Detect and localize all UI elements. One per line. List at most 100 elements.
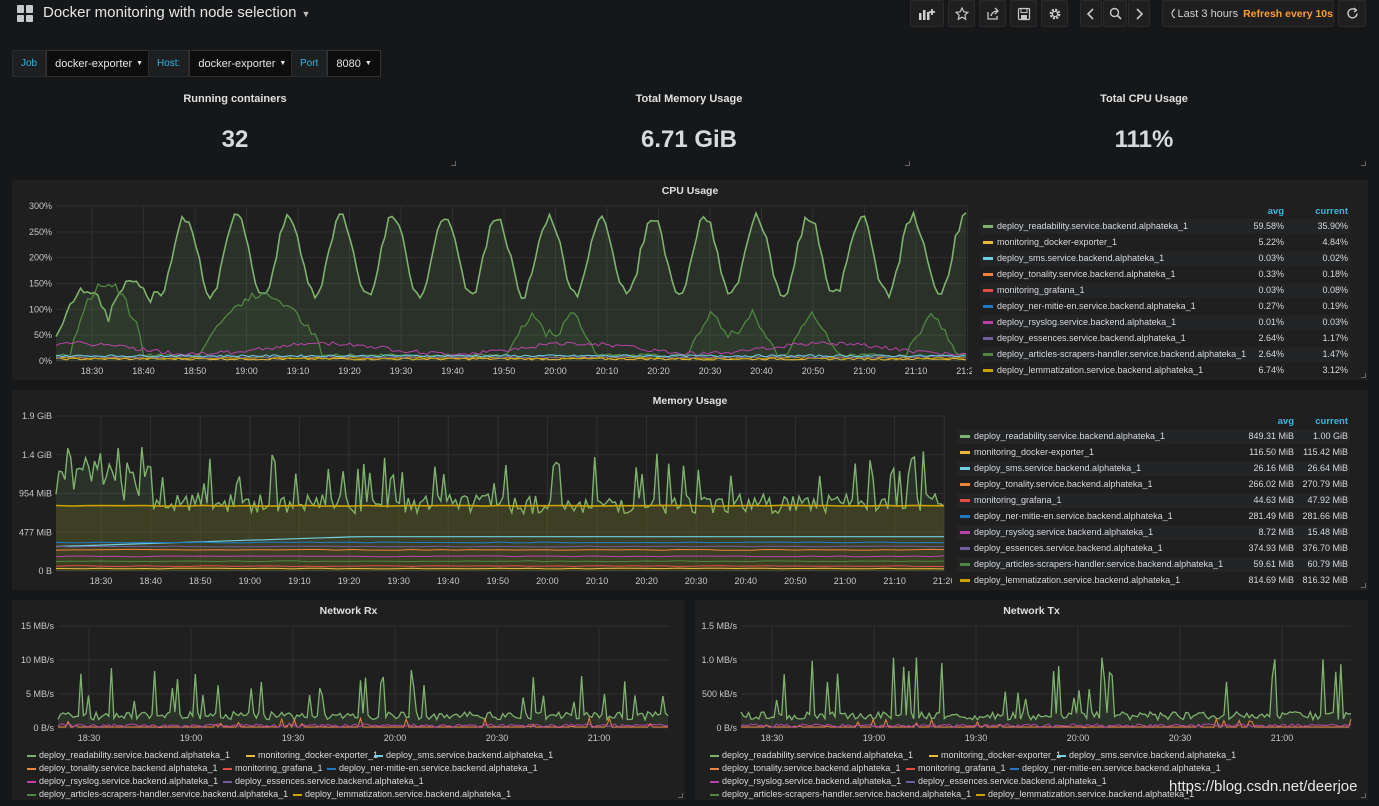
- legend-row[interactable]: deploy_articles-scrapers-handler.service…: [980, 347, 1350, 362]
- legend-item[interactable]: deploy_tonality.service.backend.alphatek…: [710, 763, 900, 773]
- legend-current-header[interactable]: current: [1315, 206, 1348, 217]
- legend-row[interactable]: monitoring_grafana_1 0.03% 0.08%: [980, 283, 1350, 298]
- legend-series-name[interactable]: deploy_lemmatization.service.backend.alp…: [974, 575, 1181, 585]
- resize-handle[interactable]: [1361, 161, 1366, 166]
- legend-item[interactable]: deploy_ner-mitie-en.service.backend.alph…: [1010, 763, 1221, 773]
- dashboard-title[interactable]: Docker monitoring with node selection ▼: [43, 4, 310, 21]
- panel-title[interactable]: Network Tx: [1003, 605, 1060, 617]
- legend-color-swatch[interactable]: [983, 337, 993, 340]
- legend-series-name[interactable]: deploy_lemmatization.service.backend.alp…: [997, 365, 1204, 375]
- legend-series-name[interactable]: deploy_sms.service.backend.alphateka_1: [997, 253, 1165, 263]
- panel-title[interactable]: Memory Usage: [652, 395, 728, 407]
- legend-color-swatch[interactable]: [960, 435, 970, 438]
- legend-row[interactable]: monitoring_grafana_1 44.63 MiB 47.92 MiB: [957, 493, 1350, 508]
- legend-color-swatch[interactable]: [983, 225, 993, 228]
- resize-handle[interactable]: [905, 161, 910, 166]
- legend-row[interactable]: deploy_lemmatization.service.backend.alp…: [957, 573, 1350, 588]
- grid-icon[interactable]: [17, 5, 34, 22]
- legend-series-name[interactable]: deploy_essences.service.backend.alphatek…: [974, 543, 1163, 553]
- memory-usage-chart[interactable]: 0 B 477 MiB 954 MiB 1.4 GiB 1.9 GiB 18:30 18:4…: [12, 390, 952, 590]
- legend-color-swatch[interactable]: [960, 499, 970, 502]
- legend-series-name[interactable]: monitoring_grafana_1: [997, 285, 1085, 295]
- legend-series-name[interactable]: monitoring_docker-exporter_1: [997, 237, 1118, 247]
- legend-row[interactable]: deploy_rsyslog.service.backend.alphateka…: [980, 315, 1350, 330]
- variable-port-select[interactable]: 8080 ▼: [327, 50, 381, 77]
- share-button[interactable]: [979, 0, 1006, 27]
- legend-series-name[interactable]: deploy_tonality.service.backend.alphatek…: [997, 269, 1176, 279]
- legend-color-swatch[interactable]: [983, 305, 993, 308]
- legend-avg-header[interactable]: avg: [1267, 206, 1284, 217]
- legend-row[interactable]: deploy_lemmatization.service.backend.alp…: [980, 363, 1350, 378]
- legend-item[interactable]: deploy_sms.service.backend.alphateka_1: [374, 750, 553, 760]
- legend-color-swatch[interactable]: [983, 257, 993, 260]
- resize-handle[interactable]: [678, 793, 683, 798]
- legend-item[interactable]: deploy_readability.service.backend.alpha…: [27, 750, 230, 760]
- network-rx-chart[interactable]: 0 B/s 5 MB/s 10 MB/s 15 MB/s 18:30 19:00 19:30…: [12, 600, 685, 748]
- legend-color-swatch[interactable]: [960, 483, 970, 486]
- legend-item[interactable]: monitoring_grafana_1: [223, 763, 323, 773]
- legend-color-swatch[interactable]: [960, 531, 970, 534]
- variable-job-select[interactable]: docker-exporter ▼: [46, 50, 153, 77]
- legend-item[interactable]: deploy_articles-scrapers-handler.service…: [710, 789, 971, 799]
- add-panel-button[interactable]: [910, 0, 944, 27]
- legend-color-swatch[interactable]: [983, 273, 993, 276]
- legend-series-name[interactable]: deploy_readability.service.backend.alpha…: [974, 431, 1165, 441]
- legend-row[interactable]: deploy_essences.service.backend.alphatek…: [957, 541, 1350, 556]
- legend-row[interactable]: deploy_essences.service.backend.alphatek…: [980, 331, 1350, 346]
- legend-row[interactable]: deploy_ner-mitie-en.service.backend.alph…: [980, 299, 1350, 314]
- time-picker-button[interactable]: Last 3 hours Refresh every 10s: [1162, 0, 1334, 27]
- legend-row[interactable]: monitoring_docker-exporter_1 5.22% 4.84%: [980, 235, 1350, 250]
- legend-item[interactable]: deploy_rsyslog.service.backend.alphateka…: [710, 776, 901, 786]
- legend-color-swatch[interactable]: [960, 547, 970, 550]
- legend-item[interactable]: deploy_articles-scrapers-handler.service…: [27, 789, 288, 799]
- legend-item[interactable]: deploy_readability.service.backend.alpha…: [710, 750, 913, 760]
- legend-series-name[interactable]: deploy_articles-scrapers-handler.service…: [997, 349, 1247, 359]
- legend-series-name[interactable]: deploy_articles-scrapers-handler.service…: [974, 559, 1224, 569]
- refresh-button[interactable]: [1338, 0, 1366, 27]
- legend-row[interactable]: deploy_articles-scrapers-handler.service…: [957, 557, 1350, 572]
- zoom-out-button[interactable]: [1103, 0, 1127, 27]
- legend-row[interactable]: deploy_tonality.service.backend.alphatek…: [957, 477, 1350, 492]
- panel-title[interactable]: Network Rx: [319, 605, 378, 617]
- legend-series-name[interactable]: deploy_ner-mitie-en.service.backend.alph…: [997, 301, 1196, 311]
- resize-handle[interactable]: [1361, 793, 1366, 798]
- legend-color-swatch[interactable]: [960, 451, 970, 454]
- panel-title[interactable]: CPU Usage: [661, 185, 719, 197]
- time-forward-button[interactable]: [1128, 0, 1150, 27]
- resize-handle[interactable]: [1361, 373, 1366, 378]
- legend-color-swatch[interactable]: [983, 353, 993, 356]
- legend-item[interactable]: deploy_lemmatization.service.backend.alp…: [293, 789, 511, 799]
- legend-item[interactable]: deploy_lemmatization.service.backend.alp…: [976, 789, 1194, 799]
- legend-current-header[interactable]: current: [1315, 416, 1348, 427]
- legend-row[interactable]: deploy_sms.service.backend.alphateka_1 0.…: [980, 251, 1350, 266]
- legend-series-name[interactable]: deploy_readability.service.backend.alpha…: [997, 221, 1188, 231]
- legend-color-swatch[interactable]: [960, 579, 970, 582]
- legend-item[interactable]: deploy_sms.service.backend.alphateka_1: [1057, 750, 1236, 760]
- legend-series-name[interactable]: monitoring_docker-exporter_1: [974, 447, 1095, 457]
- legend-color-swatch[interactable]: [983, 289, 993, 292]
- resize-handle[interactable]: [451, 161, 456, 166]
- resize-handle[interactable]: [1361, 583, 1366, 588]
- legend-series-name[interactable]: deploy_rsyslog.service.backend.alphateka…: [997, 317, 1177, 327]
- legend-row[interactable]: monitoring_docker-exporter_1 116.50 MiB 11…: [957, 445, 1350, 460]
- legend-row[interactable]: deploy_sms.service.backend.alphateka_1 26…: [957, 461, 1350, 476]
- time-back-button[interactable]: [1080, 0, 1102, 27]
- cpu-usage-chart[interactable]: 0% 50% 100% 150% 200% 250% 300% 18:30 18:40 18:50…: [12, 180, 972, 380]
- legend-series-name[interactable]: deploy_essences.service.backend.alphatek…: [997, 333, 1186, 343]
- legend-series-name[interactable]: monitoring_grafana_1: [974, 495, 1062, 505]
- network-tx-chart[interactable]: 0 B/s 500 kB/s 1.0 MB/s 1.5 MB/s 18:30 19:00 1…: [695, 600, 1368, 748]
- legend-item[interactable]: monitoring_grafana_1: [906, 763, 1006, 773]
- legend-row[interactable]: deploy_tonality.service.backend.alphatek…: [980, 267, 1350, 282]
- legend-item[interactable]: deploy_ner-mitie-en.service.backend.alph…: [327, 763, 538, 773]
- legend-series-name[interactable]: deploy_tonality.service.backend.alphatek…: [974, 479, 1153, 489]
- save-button[interactable]: [1010, 0, 1037, 27]
- legend-color-swatch[interactable]: [983, 241, 993, 244]
- variable-host-select[interactable]: docker-exporter ▼: [189, 50, 296, 77]
- legend-item[interactable]: deploy_tonality.service.backend.alphatek…: [27, 763, 217, 773]
- legend-color-swatch[interactable]: [960, 467, 970, 470]
- star-button[interactable]: [948, 0, 975, 27]
- legend-item[interactable]: deploy_rsyslog.service.backend.alphateka…: [27, 776, 218, 786]
- legend-item[interactable]: deploy_essences.service.backend.alphatek…: [223, 776, 424, 786]
- legend-item[interactable]: monitoring_docker-exporter_1: [929, 750, 1061, 760]
- settings-button[interactable]: [1041, 0, 1068, 27]
